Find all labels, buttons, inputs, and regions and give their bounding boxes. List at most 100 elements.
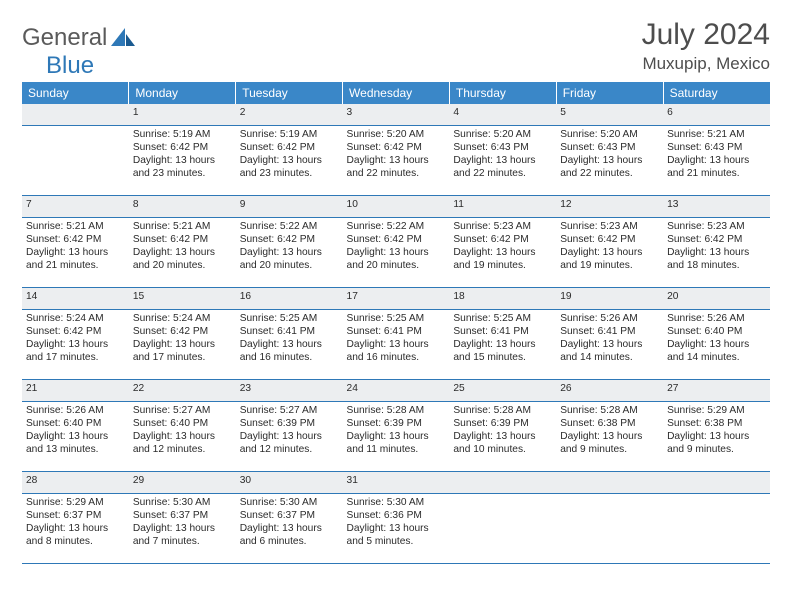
sunrise-line: Sunrise: 5:25 AM	[347, 312, 446, 325]
day-number-row: 21222324252627	[22, 380, 770, 402]
day-cell: Sunrise: 5:26 AMSunset: 6:40 PMDaylight:…	[22, 402, 129, 472]
sunrise-line: Sunrise: 5:23 AM	[667, 220, 766, 233]
sunset-line: Sunset: 6:42 PM	[453, 233, 552, 246]
day-cell: Sunrise: 5:29 AMSunset: 6:37 PMDaylight:…	[22, 494, 129, 564]
sunset-line: Sunset: 6:42 PM	[667, 233, 766, 246]
sunrise-line: Sunrise: 5:20 AM	[560, 128, 659, 141]
page-header: General July 2024 Muxupip, Mexico	[22, 18, 770, 74]
day-number-cell: 18	[449, 288, 556, 310]
day-content-row: Sunrise: 5:19 AMSunset: 6:42 PMDaylight:…	[22, 126, 770, 196]
weekday-header-row: SundayMondayTuesdayWednesdayThursdayFrid…	[22, 82, 770, 104]
day-cell: Sunrise: 5:26 AMSunset: 6:40 PMDaylight:…	[663, 310, 770, 380]
sunrise-line: Sunrise: 5:23 AM	[560, 220, 659, 233]
day-cell: Sunrise: 5:19 AMSunset: 6:42 PMDaylight:…	[236, 126, 343, 196]
day-number-cell: 19	[556, 288, 663, 310]
sunrise-line: Sunrise: 5:26 AM	[667, 312, 766, 325]
daylight-line: Daylight: 13 hours and 10 minutes.	[453, 430, 552, 456]
day-cell: Sunrise: 5:28 AMSunset: 6:39 PMDaylight:…	[449, 402, 556, 472]
daylight-line: Daylight: 13 hours and 7 minutes.	[133, 522, 232, 548]
sunrise-line: Sunrise: 5:27 AM	[240, 404, 339, 417]
daylight-line: Daylight: 13 hours and 14 minutes.	[560, 338, 659, 364]
sunset-line: Sunset: 6:40 PM	[133, 417, 232, 430]
day-number-cell: 9	[236, 196, 343, 218]
day-cell: Sunrise: 5:22 AMSunset: 6:42 PMDaylight:…	[343, 218, 450, 288]
sunset-line: Sunset: 6:37 PM	[240, 509, 339, 522]
sunrise-line: Sunrise: 5:30 AM	[347, 496, 446, 509]
daylight-line: Daylight: 13 hours and 22 minutes.	[560, 154, 659, 180]
day-number-cell: 8	[129, 196, 236, 218]
day-cell: Sunrise: 5:22 AMSunset: 6:42 PMDaylight:…	[236, 218, 343, 288]
sunrise-line: Sunrise: 5:28 AM	[560, 404, 659, 417]
day-number-cell: 7	[22, 196, 129, 218]
day-cell: Sunrise: 5:23 AMSunset: 6:42 PMDaylight:…	[663, 218, 770, 288]
day-cell: Sunrise: 5:28 AMSunset: 6:38 PMDaylight:…	[556, 402, 663, 472]
daylight-line: Daylight: 13 hours and 23 minutes.	[240, 154, 339, 180]
day-cell	[663, 494, 770, 564]
calendar-table: SundayMondayTuesdayWednesdayThursdayFrid…	[22, 82, 770, 564]
day-number-cell: 26	[556, 380, 663, 402]
daylight-line: Daylight: 13 hours and 18 minutes.	[667, 246, 766, 272]
day-number-cell: 6	[663, 104, 770, 126]
daylight-line: Daylight: 13 hours and 5 minutes.	[347, 522, 446, 548]
day-content-row: Sunrise: 5:21 AMSunset: 6:42 PMDaylight:…	[22, 218, 770, 288]
sunset-line: Sunset: 6:36 PM	[347, 509, 446, 522]
day-number-cell: 12	[556, 196, 663, 218]
sunset-line: Sunset: 6:39 PM	[347, 417, 446, 430]
daylight-line: Daylight: 13 hours and 20 minutes.	[347, 246, 446, 272]
day-number-cell: 1	[129, 104, 236, 126]
day-number-cell: 10	[343, 196, 450, 218]
weekday-header: Saturday	[663, 82, 770, 104]
day-number-cell: 17	[343, 288, 450, 310]
daylight-line: Daylight: 13 hours and 20 minutes.	[240, 246, 339, 272]
sunset-line: Sunset: 6:38 PM	[667, 417, 766, 430]
sunrise-line: Sunrise: 5:25 AM	[453, 312, 552, 325]
sunset-line: Sunset: 6:37 PM	[26, 509, 125, 522]
sunrise-line: Sunrise: 5:30 AM	[240, 496, 339, 509]
day-cell: Sunrise: 5:26 AMSunset: 6:41 PMDaylight:…	[556, 310, 663, 380]
sunset-line: Sunset: 6:42 PM	[240, 233, 339, 246]
sunset-line: Sunset: 6:41 PM	[240, 325, 339, 338]
month-title: July 2024	[642, 18, 770, 52]
sunrise-line: Sunrise: 5:28 AM	[347, 404, 446, 417]
sunrise-line: Sunrise: 5:26 AM	[560, 312, 659, 325]
day-number-row: 123456	[22, 104, 770, 126]
sunset-line: Sunset: 6:43 PM	[560, 141, 659, 154]
day-content-row: Sunrise: 5:29 AMSunset: 6:37 PMDaylight:…	[22, 494, 770, 564]
daylight-line: Daylight: 13 hours and 23 minutes.	[133, 154, 232, 180]
day-number-cell: 13	[663, 196, 770, 218]
daylight-line: Daylight: 13 hours and 17 minutes.	[26, 338, 125, 364]
sunset-line: Sunset: 6:42 PM	[26, 233, 125, 246]
day-content-row: Sunrise: 5:24 AMSunset: 6:42 PMDaylight:…	[22, 310, 770, 380]
sunrise-line: Sunrise: 5:22 AM	[347, 220, 446, 233]
day-number-cell: 15	[129, 288, 236, 310]
day-number-cell	[449, 472, 556, 494]
day-number-cell: 16	[236, 288, 343, 310]
daylight-line: Daylight: 13 hours and 21 minutes.	[26, 246, 125, 272]
sunrise-line: Sunrise: 5:27 AM	[133, 404, 232, 417]
sunrise-line: Sunrise: 5:28 AM	[453, 404, 552, 417]
day-number-cell: 3	[343, 104, 450, 126]
sunset-line: Sunset: 6:40 PM	[26, 417, 125, 430]
daylight-line: Daylight: 13 hours and 13 minutes.	[26, 430, 125, 456]
day-number-cell	[556, 472, 663, 494]
sunrise-line: Sunrise: 5:24 AM	[133, 312, 232, 325]
sunset-line: Sunset: 6:42 PM	[26, 325, 125, 338]
day-number-cell: 11	[449, 196, 556, 218]
sunrise-line: Sunrise: 5:26 AM	[26, 404, 125, 417]
day-cell	[22, 126, 129, 196]
weekday-header: Tuesday	[236, 82, 343, 104]
day-number-cell: 21	[22, 380, 129, 402]
sunset-line: Sunset: 6:42 PM	[133, 141, 232, 154]
daylight-line: Daylight: 13 hours and 22 minutes.	[347, 154, 446, 180]
day-cell: Sunrise: 5:24 AMSunset: 6:42 PMDaylight:…	[22, 310, 129, 380]
day-content-row: Sunrise: 5:26 AMSunset: 6:40 PMDaylight:…	[22, 402, 770, 472]
sunset-line: Sunset: 6:38 PM	[560, 417, 659, 430]
day-cell: Sunrise: 5:21 AMSunset: 6:42 PMDaylight:…	[22, 218, 129, 288]
day-cell: Sunrise: 5:20 AMSunset: 6:43 PMDaylight:…	[449, 126, 556, 196]
sunset-line: Sunset: 6:43 PM	[453, 141, 552, 154]
day-cell: Sunrise: 5:24 AMSunset: 6:42 PMDaylight:…	[129, 310, 236, 380]
daylight-line: Daylight: 13 hours and 9 minutes.	[667, 430, 766, 456]
daylight-line: Daylight: 13 hours and 14 minutes.	[667, 338, 766, 364]
day-cell: Sunrise: 5:25 AMSunset: 6:41 PMDaylight:…	[343, 310, 450, 380]
weekday-header: Wednesday	[343, 82, 450, 104]
